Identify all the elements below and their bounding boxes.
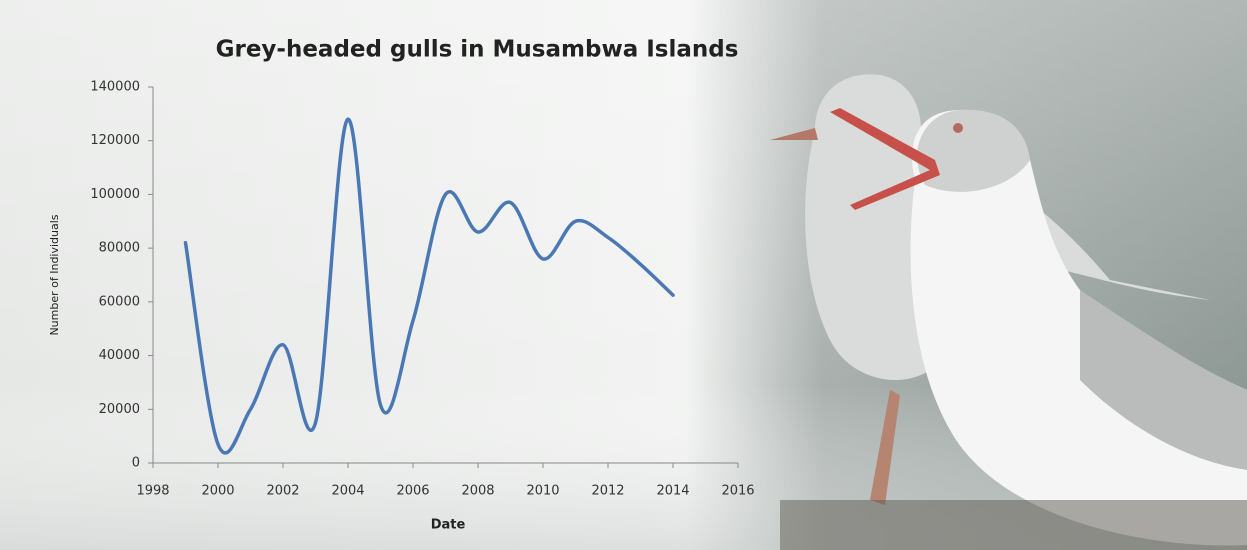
y-tick-label: 0 [132, 456, 140, 471]
x-tick-label: 2004 [331, 484, 364, 499]
x-tick-label: 2008 [461, 484, 494, 499]
x-tick-label: 2014 [656, 484, 689, 499]
x-axis-label: Date [431, 518, 466, 533]
x-tick-label: 2012 [591, 484, 624, 499]
y-tick-label: 100000 [90, 187, 140, 202]
x-tick-label: 2000 [201, 484, 234, 499]
y-tick-label: 120000 [90, 133, 140, 148]
data-line [183, 117, 675, 455]
x-tick-label: 2006 [396, 484, 429, 499]
y-tick-label: 80000 [99, 241, 140, 256]
chart-title: Grey-headed gulls in Musambwa Islands [216, 37, 739, 63]
y-axis-label: Number of Individuals [48, 214, 61, 335]
x-tick-label: 2010 [526, 484, 559, 499]
gull-photo [770, 74, 1247, 550]
y-tick-label: 140000 [90, 80, 140, 95]
y-tick-label: 20000 [99, 402, 140, 417]
y-tick-label: 40000 [99, 348, 140, 363]
x-tick-label: 2016 [721, 484, 754, 499]
x-tick-label: 1998 [136, 484, 169, 499]
y-tick-label: 60000 [99, 294, 140, 309]
x-tick-label: 2002 [266, 484, 299, 499]
